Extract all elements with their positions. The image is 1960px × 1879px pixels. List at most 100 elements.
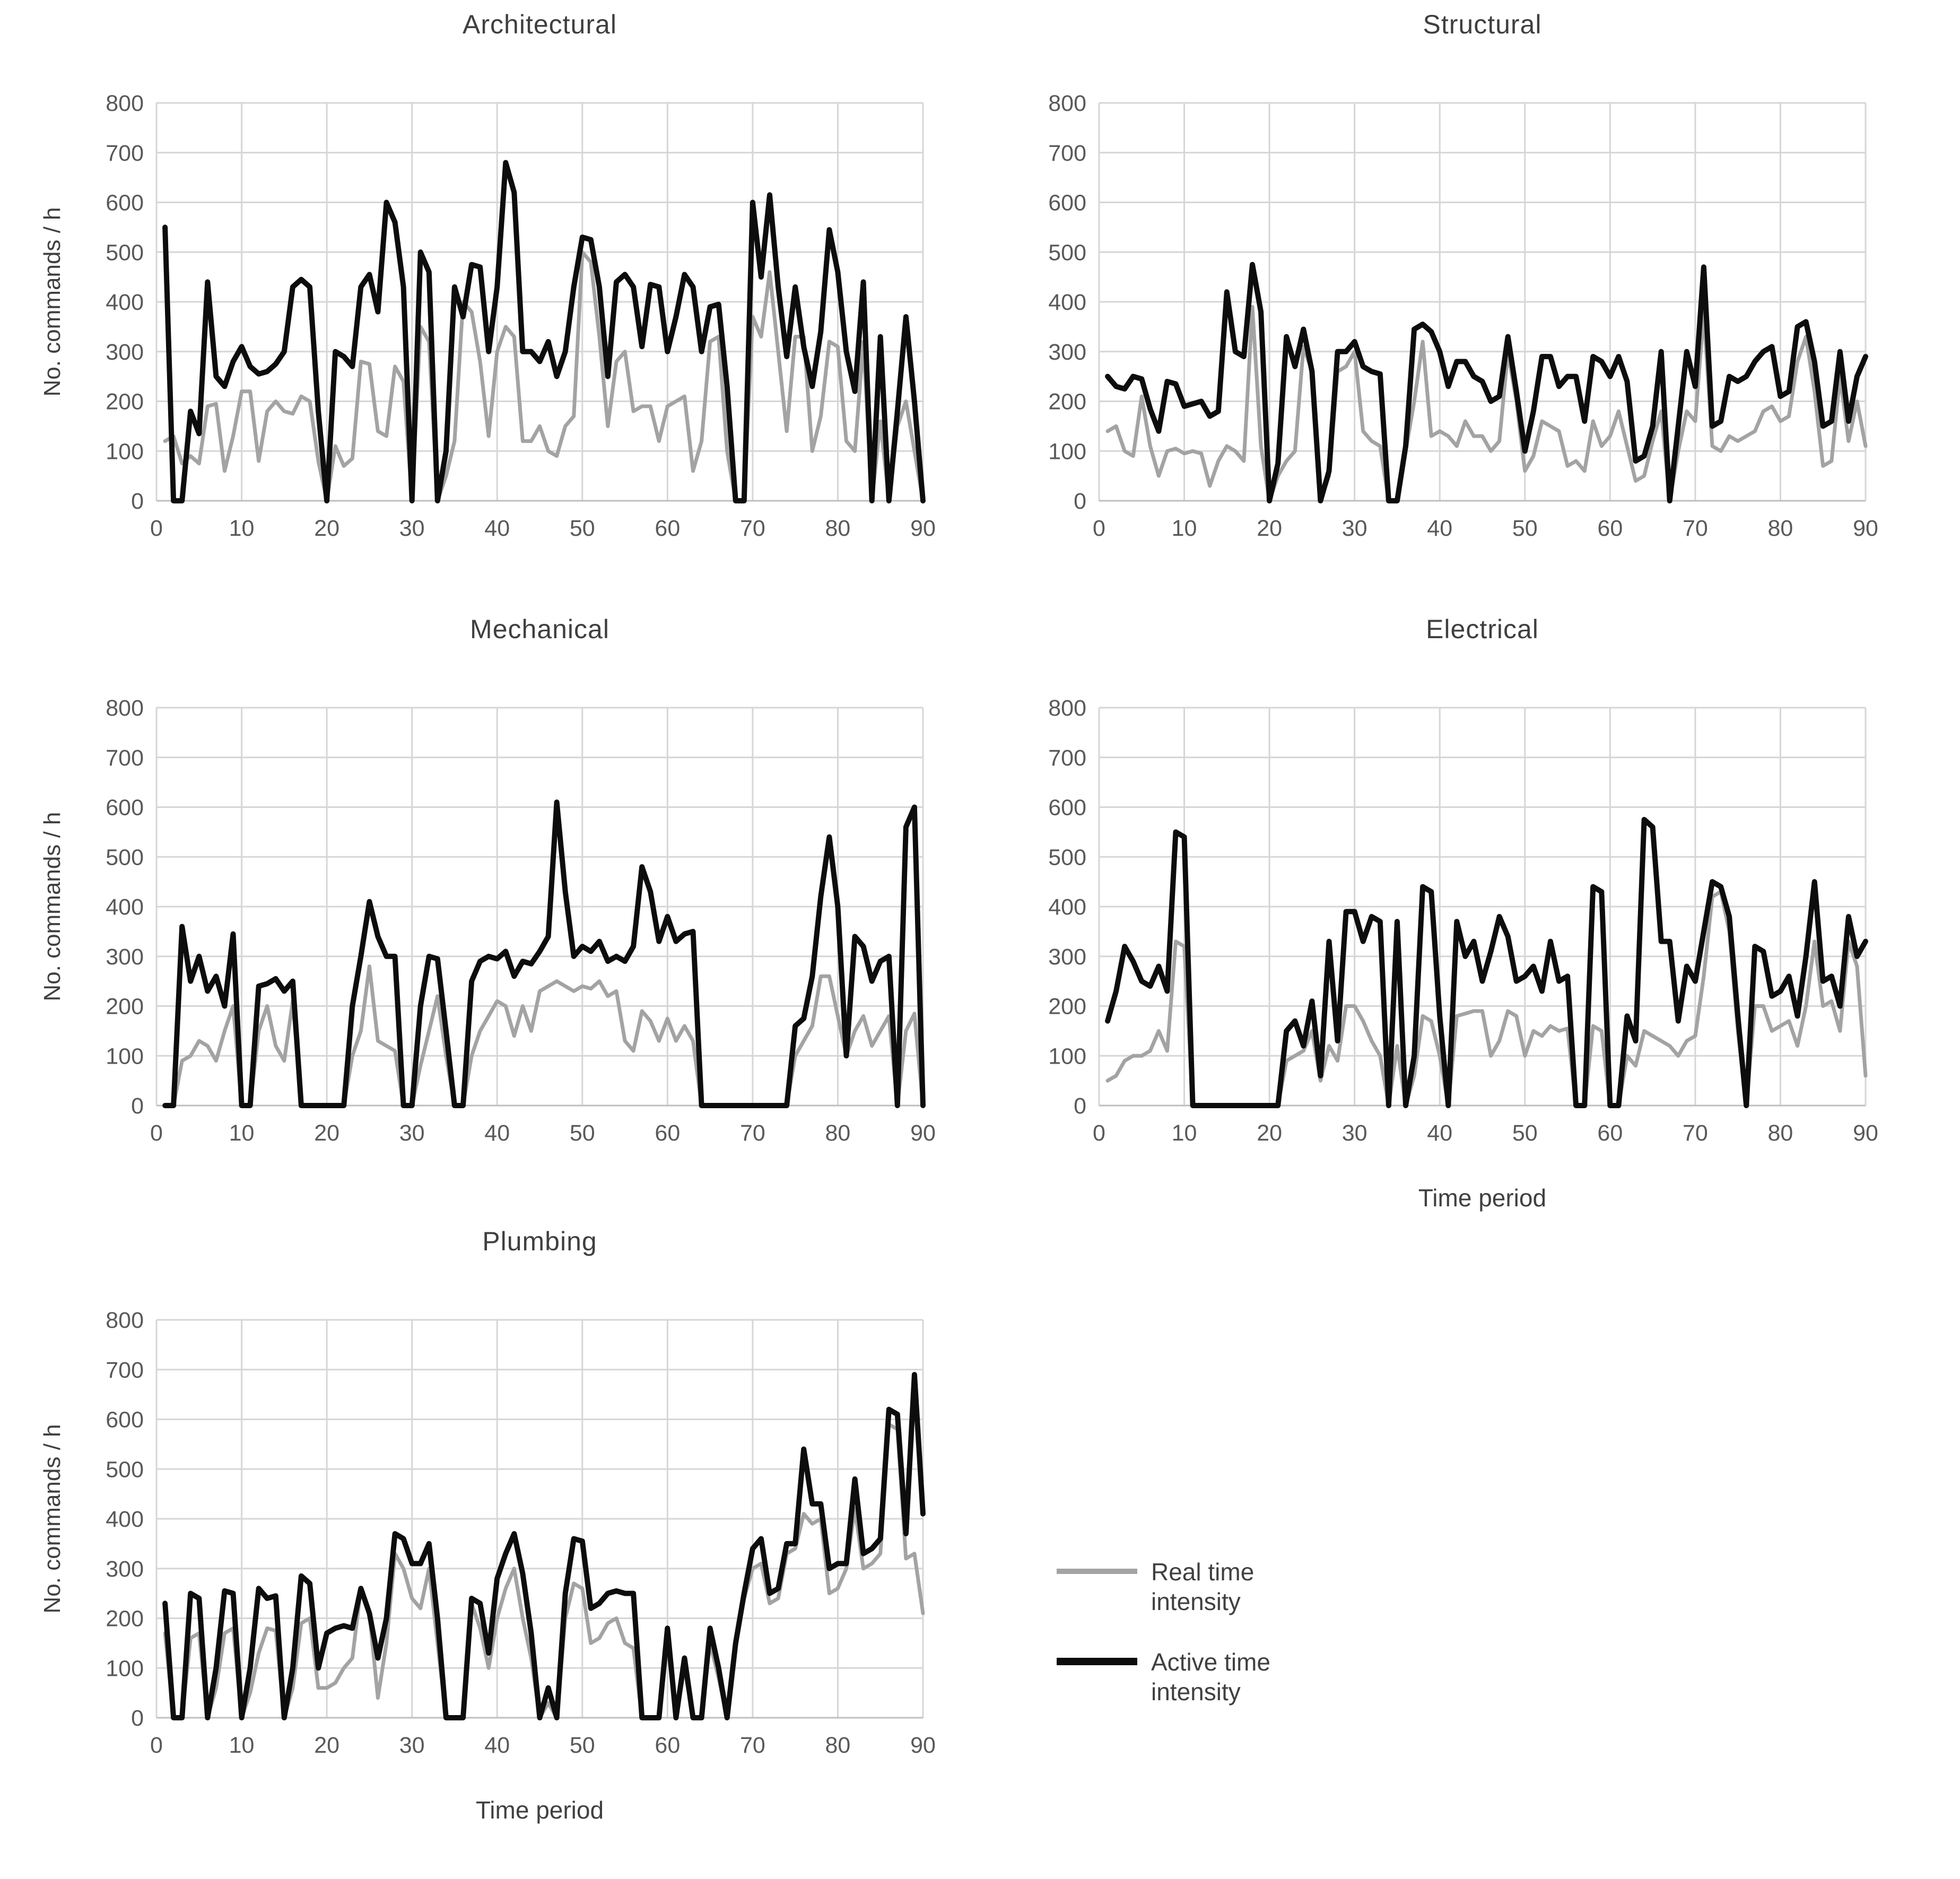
chart-electrical: Electrical 0 100 200 300 400 500 600 700 800 0 10 2… (972, 614, 1905, 1220)
y-tick-label: 500 (106, 1457, 144, 1482)
y-axis-title: No. commands / h (39, 1424, 65, 1613)
x-tick-label: 50 (1512, 1120, 1538, 1146)
x-tick-label: 0 (1093, 1120, 1105, 1146)
chart-plumbing: Plumbing 0 100 200 300 400 500 600 700 800 0 10 20 3… (29, 1226, 963, 1832)
active-time-series-line (1105, 816, 1868, 1108)
y-tick-label: 100 (106, 1043, 144, 1069)
x-tick-label: 30 (399, 1733, 425, 1758)
y-tick-label: 500 (1048, 845, 1086, 870)
chart-title-architectural: Architectural (463, 10, 617, 39)
real-time-line-swatch (1057, 1569, 1137, 1574)
y-tick-label: 200 (106, 389, 144, 415)
x-tick-label: 90 (1853, 1120, 1878, 1146)
active-time-series-line (1105, 262, 1868, 503)
y-tick-label: 800 (106, 1309, 144, 1333)
x-tick-label: 40 (484, 1120, 510, 1146)
x-tick-label: 20 (314, 1733, 339, 1758)
chart-title-structural: Structural (1423, 10, 1542, 39)
x-tick-label: 30 (1342, 1120, 1367, 1146)
x-tick-label: 10 (1172, 1120, 1197, 1146)
x-tick-label: 80 (825, 1733, 851, 1758)
x-axis-title: Time period (1418, 1184, 1546, 1212)
chart-structural: Structural 0 100 200 300 400 500 600 700 800 0 10 2… (972, 10, 1905, 567)
y-tick-label: 300 (106, 340, 144, 365)
y-tick-label: 600 (1048, 190, 1086, 216)
x-tick-label: 70 (740, 1733, 765, 1758)
x-tick-label: 50 (570, 516, 595, 541)
x-tick-label: 10 (1172, 516, 1197, 541)
y-tick-label: 0 (131, 1093, 144, 1119)
x-tick-label: 30 (399, 516, 425, 541)
y-tick-label: 800 (106, 92, 144, 116)
x-tick-label: 20 (1257, 1120, 1282, 1146)
y-tick-label: 100 (106, 1656, 144, 1681)
x-tick-label: 40 (1427, 1120, 1452, 1146)
x-tick-label: 80 (825, 516, 851, 541)
y-tick-label: 800 (106, 697, 144, 721)
y-tick-label: 600 (106, 795, 144, 821)
y-tick-label: 200 (106, 994, 144, 1020)
y-tick-label: 700 (1048, 745, 1086, 771)
chart-architectural: Architectural 0 100 200 300 400 500 600 700 800 0… (29, 10, 963, 567)
chart-title-mechanical: Mechanical (470, 614, 609, 644)
x-tick-label: 0 (150, 516, 163, 541)
y-tick-label: 700 (106, 1358, 144, 1383)
x-tick-label: 60 (1597, 516, 1623, 541)
y-tick-label: 400 (106, 1507, 144, 1532)
x-tick-label: 80 (1768, 1120, 1793, 1146)
y-axis-title: No. commands / h (39, 207, 65, 396)
real-time-series-line (1105, 305, 1868, 503)
y-tick-label: 100 (1048, 1043, 1086, 1069)
x-tick-label: 70 (740, 516, 765, 541)
x-tick-label: 60 (655, 516, 680, 541)
y-tick-label: 500 (106, 240, 144, 265)
y-tick-label: 800 (1048, 697, 1086, 721)
x-tick-label: 70 (740, 1120, 765, 1146)
x-tick-label: 90 (910, 1733, 936, 1758)
y-tick-label: 100 (106, 439, 144, 464)
x-tick-label: 90 (1853, 516, 1878, 541)
chart-legend: Real time intensity Active time intensit… (1057, 1557, 1332, 1737)
x-tick-label: 10 (229, 1120, 255, 1146)
x-tick-label: 70 (1683, 516, 1708, 541)
y-tick-label: 0 (1074, 489, 1086, 514)
legend-label-real-time: Real time intensity (1151, 1558, 1255, 1616)
y-tick-label: 0 (1074, 1093, 1086, 1119)
active-time-series-line (162, 160, 926, 503)
chart-title-electrical: Electrical (1426, 614, 1539, 644)
y-tick-label: 600 (106, 1407, 144, 1433)
y-tick-label: 700 (1048, 141, 1086, 166)
y-tick-label: 400 (106, 290, 144, 315)
x-tick-label: 50 (570, 1733, 595, 1758)
mechanical-plot: 0 100 200 300 400 500 600 700 800 0 10 20 30 40 50 60 70… (39, 697, 936, 1146)
y-tick-label: 300 (1048, 944, 1086, 970)
y-tick-label: 700 (106, 745, 144, 771)
y-tick-label: 200 (1048, 994, 1086, 1020)
x-tick-label: 40 (484, 516, 510, 541)
y-tick-label: 400 (1048, 894, 1086, 920)
x-tick-label: 40 (1427, 516, 1452, 541)
y-tick-label: 600 (1048, 795, 1086, 821)
x-axis-title: Time period (476, 1796, 604, 1824)
x-tick-label: 40 (484, 1733, 510, 1758)
plumbing-plot: 0 100 200 300 400 500 600 700 800 0 10 20 30 40 50 60 70… (39, 1309, 936, 1824)
x-tick-label: 60 (655, 1120, 680, 1146)
x-tick-label: 90 (910, 516, 936, 541)
y-tick-label: 0 (131, 489, 144, 514)
x-tick-label: 10 (229, 516, 255, 541)
y-axis-title: No. commands / h (39, 812, 65, 1001)
y-tick-label: 600 (106, 190, 144, 216)
chart-mechanical: Mechanical 0 100 200 300 400 500 600 700 800 0 10 2… (29, 614, 963, 1172)
y-tick-label: 500 (1048, 240, 1086, 265)
x-tick-label: 50 (1512, 516, 1538, 541)
x-tick-label: 20 (1257, 516, 1282, 541)
legend-item-real-time: Real time intensity (1057, 1557, 1332, 1616)
legend-label-active-time: Active time intensity (1151, 1648, 1270, 1706)
x-tick-label: 20 (314, 516, 339, 541)
x-tick-label: 70 (1683, 1120, 1708, 1146)
structural-plot: 0 100 200 300 400 500 600 700 800 0 10 20 30 40 50 60 70… (1048, 92, 1878, 541)
chart-title-plumbing: Plumbing (482, 1226, 597, 1256)
x-tick-label: 0 (1093, 516, 1105, 541)
active-time-series-line (162, 1372, 926, 1720)
